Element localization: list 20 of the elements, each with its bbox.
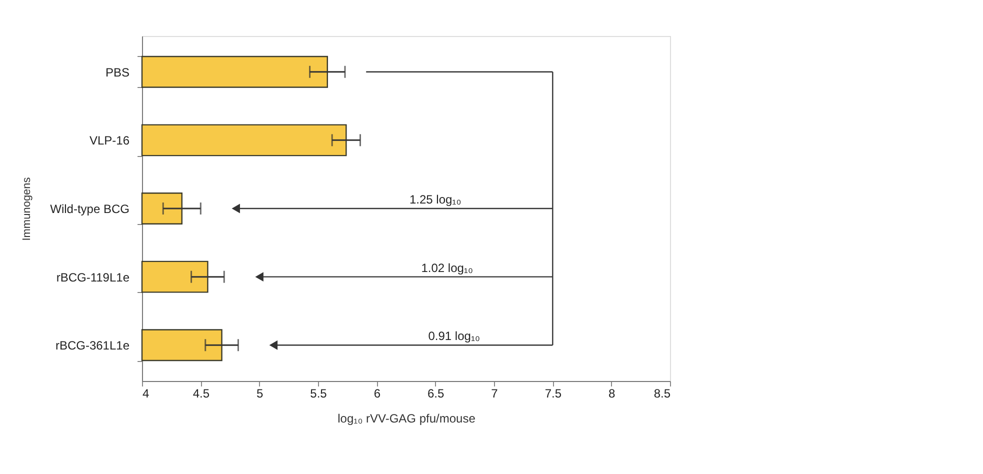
y-axis-title: Immunogens <box>21 176 34 241</box>
annotation: 0.91 log₁₀ <box>428 329 480 344</box>
x-tick-label: 6 <box>374 386 381 400</box>
x-tick-label: 4 <box>142 386 150 400</box>
annotation: 1.02 log₁₀ <box>421 260 473 275</box>
x-tick-label: 7 <box>491 386 498 400</box>
x-tick-label: 7.5 <box>544 386 562 400</box>
x-tick-label: 8 <box>608 386 616 400</box>
x-tick-label: 4.5 <box>192 386 210 400</box>
y-tick-label: PBS <box>105 65 130 80</box>
x-tick-label: 6.5 <box>427 386 444 400</box>
y-tick-label: rBCG-119L1e <box>56 270 130 284</box>
annotation: 1.25 log₁₀ <box>409 192 462 206</box>
x-tick-label: 5.5 <box>310 386 328 400</box>
x-tick-label: 8.5 <box>654 386 671 400</box>
x-axis-title: log₁₀ rVV-GAG pfu/mouse <box>338 412 476 426</box>
y-tick-label: Wild-type BCG <box>50 202 130 216</box>
y-tick-label: VLP-16 <box>89 134 130 148</box>
x-tick-label: 5 <box>256 386 264 400</box>
y-tick-label: rBCG-361L1e <box>55 338 130 353</box>
